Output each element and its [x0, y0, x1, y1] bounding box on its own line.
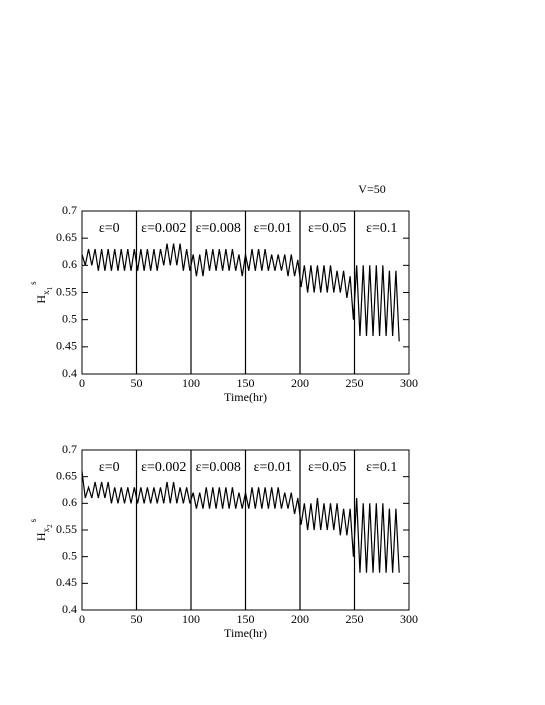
- annotation: ε=0: [99, 221, 120, 236]
- annotation: ε=0.1: [366, 221, 397, 236]
- y-tick-label: 0.6: [62, 257, 77, 271]
- annotation: ε=0: [99, 460, 120, 475]
- y-label-main: H: [34, 295, 48, 304]
- x-tick-label: 0: [79, 612, 85, 626]
- y-tick-label: 0.4: [62, 366, 77, 380]
- x-tick-label: 150: [237, 376, 255, 390]
- y-label-subsub: 1: [46, 286, 54, 290]
- y-label-sup: s: [28, 281, 38, 285]
- y-label-main: H: [34, 532, 48, 541]
- y-tick-label: 0.7: [62, 442, 77, 456]
- x-tick-label: 250: [346, 612, 364, 626]
- y-label-sub: x: [41, 290, 51, 295]
- x-tick-label: 50: [131, 612, 143, 626]
- chart-title: V=50: [358, 182, 385, 196]
- y-tick-label: 0.55: [56, 522, 77, 536]
- y-tick-label: 0.65: [56, 230, 77, 244]
- annotation: ε=0.01: [254, 460, 292, 475]
- x-tick-label: 0: [79, 376, 85, 390]
- x-tick-label: 200: [291, 612, 309, 626]
- annotation: ε=0.1: [366, 460, 397, 475]
- y-tick-label: 0.6: [62, 495, 77, 509]
- annotation: ε=0.002: [141, 460, 186, 475]
- y-tick-label: 0.45: [56, 339, 77, 353]
- x-axis-label: Time(hr): [224, 390, 267, 404]
- y-axis-label: Hx1 s: [28, 281, 54, 304]
- y-label-subsub: 2: [46, 524, 54, 528]
- y-tick-label: 0.4: [62, 602, 77, 616]
- x-tick-label: 300: [400, 612, 418, 626]
- x-tick-label: 100: [182, 612, 200, 626]
- y-tick-label: 0.65: [56, 468, 77, 482]
- x-tick-label: 200: [291, 376, 309, 390]
- y-tick-label: 0.7: [62, 203, 77, 217]
- annotation: ε=0.008: [196, 221, 241, 236]
- x-tick-label: 50: [131, 376, 143, 390]
- x-tick-label: 250: [346, 376, 364, 390]
- x-tick-label: 100: [182, 376, 200, 390]
- y-label-sup: s: [28, 518, 38, 522]
- x-tick-label: 300: [400, 376, 418, 390]
- y-tick-label: 0.5: [62, 548, 77, 562]
- x-axis-label: Time(hr): [224, 626, 267, 640]
- data-line: [81, 471, 400, 573]
- annotation: ε=0.05: [308, 221, 346, 236]
- annotation: ε=0.05: [308, 460, 346, 475]
- y-tick-label: 0.55: [56, 284, 77, 298]
- y-label-sub: x: [41, 527, 51, 532]
- annotation: ε=0.008: [196, 460, 241, 475]
- y-tick-label: 0.5: [62, 311, 77, 325]
- x-tick-label: 150: [237, 612, 255, 626]
- y-axis-label: Hx2 s: [28, 518, 54, 541]
- data-line: [81, 243, 400, 342]
- annotation: ε=0.01: [254, 221, 292, 236]
- annotation: ε=0.002: [141, 221, 186, 236]
- y-tick-label: 0.45: [56, 575, 77, 589]
